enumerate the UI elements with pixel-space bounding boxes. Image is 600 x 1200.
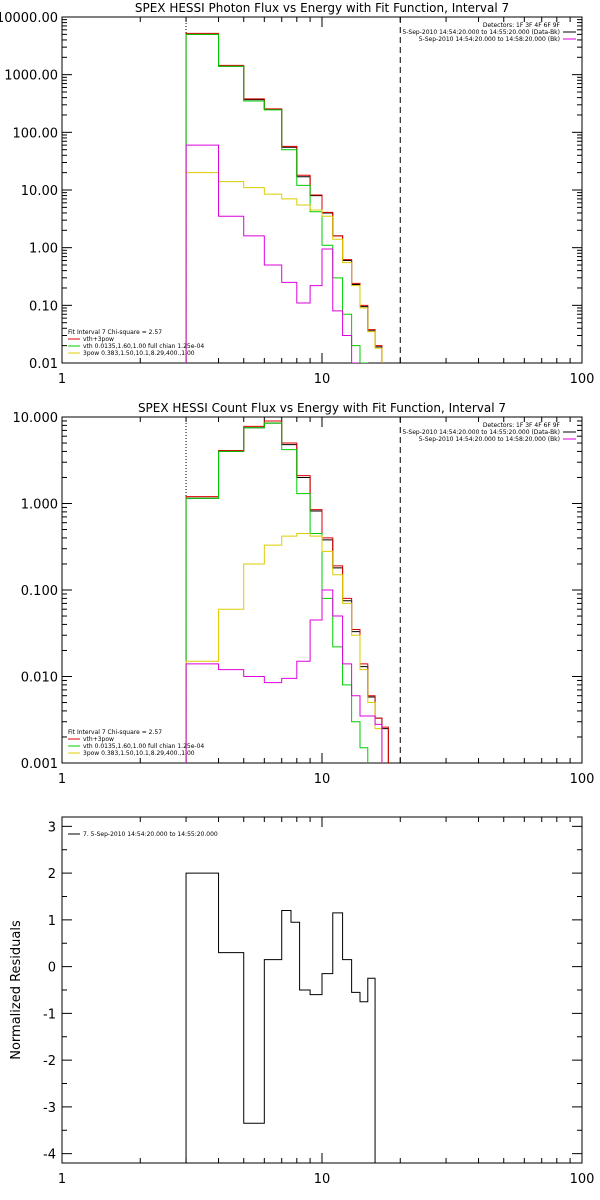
series-bk: [185, 589, 389, 763]
legend-entry: Fit Interval 7 Chi-square = 2.57: [68, 329, 162, 336]
chart-1: SPEX HESSI Photon Flux vs Energy with Fi…: [0, 1, 594, 387]
y-tick-label: 0.010: [21, 671, 58, 686]
y-axis-label: Normalized Residuals: [9, 920, 24, 1060]
y-tick-label: -3: [43, 1101, 56, 1116]
series-vth: [185, 422, 389, 763]
series-vth-3pow: [185, 420, 389, 763]
x-tick-label: 100: [570, 772, 595, 787]
y-tick-label: 3: [48, 820, 56, 835]
y-tick-label: 0.01: [29, 357, 58, 372]
legend-entry: Detectors: 1F 3F 4F 6F 9F: [483, 22, 561, 29]
y-tick-label: 0.100: [21, 584, 58, 599]
y-tick-label: 10.000: [13, 411, 59, 426]
legend-entry: Fit Interval 7 Chi-square = 2.57: [68, 729, 162, 736]
x-tick-label: 100: [570, 1172, 595, 1187]
series-vth-3pow: [185, 32, 383, 363]
plot-frame: [61, 16, 583, 364]
y-tick-label: 1: [48, 914, 56, 929]
legend-entry: 5-Sep-2010 14:54:20.000 to 14:55:20.000 …: [402, 429, 560, 436]
x-tick-label: 10: [314, 372, 331, 387]
legend-entry: 5-Sep-2010 14:54:20.000 to 14:55:20.000 …: [402, 29, 560, 36]
y-tick-label: 0.10: [29, 299, 58, 314]
series-vth: [185, 33, 383, 363]
series-data-bk: [185, 422, 389, 763]
series-3pow: [185, 532, 389, 763]
y-tick-label: 10000.00: [0, 11, 58, 26]
x-tick-label: 10: [314, 772, 331, 787]
chart-2: SPEX HESSI Count Flux vs Energy with Fit…: [13, 401, 595, 787]
series-3pow: [185, 172, 383, 363]
x-tick-label: 1: [58, 372, 66, 387]
y-tick-label: 0: [48, 961, 56, 976]
y-tick-label: -2: [43, 1054, 56, 1069]
legend-entry: vth+3pow: [83, 336, 114, 343]
legend-entry: 5-Sep-2010 14:54:20.000 to 14:58:20.000 …: [419, 436, 560, 443]
series-bk: [185, 144, 383, 363]
chart-title: SPEX HESSI Photon Flux vs Energy with Fi…: [135, 1, 509, 15]
y-tick-label: 0.001: [21, 757, 58, 772]
legend-entry: vth 0.0135,1.60,1.00 full chian 1.25e-04: [83, 743, 204, 750]
legend-entry: vth+3pow: [83, 736, 114, 743]
series-7-5-sep-2010-14-54-20-000-to-14-55-20-000: [185, 872, 376, 1163]
legend-entry: 3pow 0.383,1.50,10.1,8.29,400.,1.00: [83, 350, 195, 357]
y-tick-label: -1: [43, 1007, 56, 1022]
x-tick-label: 10: [314, 1172, 331, 1187]
legend-entry: 7. 5-Sep-2010 14:54:20.000 to 14:55:20.0…: [83, 831, 218, 838]
legend-entry: Detectors: 1F 3F 4F 6F 9F: [483, 422, 561, 429]
y-tick-label: -4: [43, 1148, 56, 1163]
y-tick-label: 1000.00: [4, 69, 58, 84]
legend-entry: vth 0.0135,1.60,1.00 full chian 1.25e-04: [83, 343, 204, 350]
y-tick-label: 10.00: [21, 184, 58, 199]
y-tick-label: 1.00: [29, 242, 58, 257]
x-tick-label: 1: [58, 772, 66, 787]
y-tick-label: 2: [48, 867, 56, 882]
legend-entry: 5-Sep-2010 14:54:20.000 to 14:58:20.000 …: [419, 36, 560, 43]
legend-entry: 3pow 0.383,1.50,10.1,8.29,400.,1.00: [83, 750, 195, 757]
y-tick-label: 100.00: [13, 126, 59, 141]
chart-title: SPEX HESSI Count Flux vs Energy with Fit…: [138, 401, 506, 415]
x-tick-label: 100: [570, 372, 595, 387]
x-tick-label: 1: [58, 1172, 66, 1187]
y-tick-label: 1.000: [21, 498, 58, 513]
